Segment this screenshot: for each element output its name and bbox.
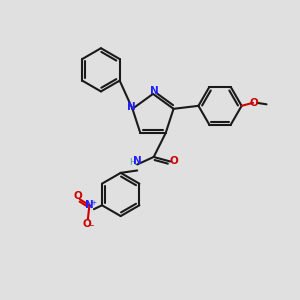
Text: N: N xyxy=(133,156,142,166)
Text: H: H xyxy=(129,158,135,166)
Text: N: N xyxy=(150,86,159,96)
Text: O: O xyxy=(82,220,91,230)
Text: O: O xyxy=(249,98,258,108)
Text: O: O xyxy=(169,157,178,166)
Text: O: O xyxy=(73,191,82,201)
Text: +: + xyxy=(90,200,96,206)
Text: N: N xyxy=(127,102,135,112)
Text: −: − xyxy=(88,221,94,230)
Text: N: N xyxy=(85,200,94,210)
